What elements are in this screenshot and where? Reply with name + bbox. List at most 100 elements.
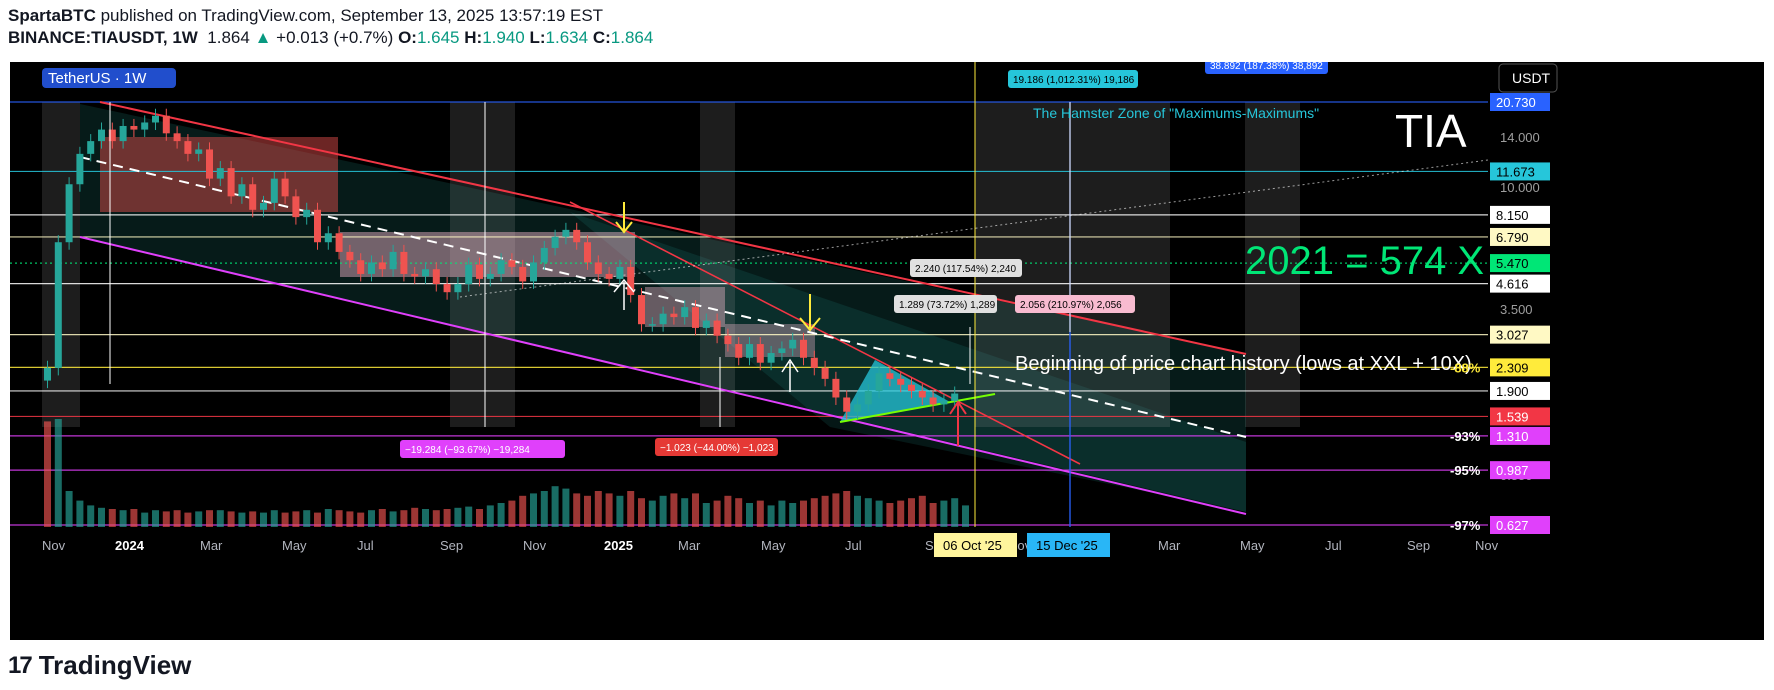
volume-bar <box>249 511 257 527</box>
candle <box>346 251 354 261</box>
price-tag <box>1490 93 1550 111</box>
volume-bar <box>497 503 505 527</box>
candle <box>216 168 224 179</box>
volume-bar <box>573 493 581 527</box>
candle <box>497 260 505 274</box>
candle <box>951 393 959 401</box>
low-label: L: <box>529 28 546 47</box>
candle <box>508 260 516 267</box>
candle <box>627 266 635 296</box>
candle <box>260 202 267 210</box>
candle <box>908 384 915 391</box>
chart-pane[interactable]: TetherUS · 1W USDT TIA The Hamster Zone of … <box>10 62 1764 640</box>
volume-bar <box>886 503 894 527</box>
volume-bar <box>832 493 840 527</box>
volume-bar <box>76 500 84 527</box>
candle <box>227 168 235 197</box>
candle <box>249 184 257 210</box>
measure-label: −1.023 (−44.00%) −1,023 <box>660 443 774 454</box>
yellow-down-arrow-icon <box>615 202 633 234</box>
candle <box>702 320 710 328</box>
volume-bar <box>260 512 267 527</box>
volume-bar <box>735 498 743 527</box>
candle <box>594 262 602 274</box>
candle <box>540 247 548 263</box>
candle <box>778 348 786 354</box>
publish-line: SpartaBTC published on TradingView.com, … <box>8 6 603 26</box>
volume-bar <box>519 495 527 527</box>
candle <box>108 129 116 142</box>
candle <box>432 269 440 285</box>
up-arrow-icon <box>781 358 799 392</box>
candle <box>173 133 181 142</box>
date-marker-box <box>934 533 1017 557</box>
price-tag-label: 11.673 <box>1496 164 1535 179</box>
volume-bar <box>378 509 386 527</box>
x-tick-label: Jul <box>1325 538 1342 553</box>
candle <box>206 149 213 179</box>
y-tick-label: 3.500 <box>1500 302 1533 317</box>
volume-bar <box>692 493 699 527</box>
candle <box>724 335 732 345</box>
volume-bar <box>141 512 149 527</box>
tradingview-brand[interactable]: 17 TradingView <box>8 650 191 681</box>
x-tick-label: Nov <box>523 538 547 553</box>
volume-bar <box>659 495 667 527</box>
volume-bar <box>940 500 948 527</box>
volume-bar <box>108 509 116 527</box>
currency-button <box>1498 63 1558 93</box>
candle <box>486 273 494 279</box>
price-tag-label: 5.470 <box>1496 256 1529 271</box>
descending-trendline <box>569 201 1081 465</box>
volume-bar <box>368 510 375 527</box>
volume-bar <box>594 491 602 527</box>
candle <box>324 233 332 243</box>
measure-label-box <box>1008 70 1138 88</box>
volume-bar <box>422 509 429 527</box>
candle <box>821 367 829 379</box>
x-tick-label: Nov <box>42 538 66 553</box>
volume-bar <box>724 495 732 527</box>
x-tick-label: May <box>1240 538 1265 553</box>
candle <box>87 141 95 154</box>
candle <box>897 378 905 385</box>
volume-bar <box>908 498 915 527</box>
x-tick-label: May <box>282 538 307 553</box>
price-chart[interactable]: TetherUS · 1W USDT TIA The Hamster Zone of … <box>10 62 1764 640</box>
candle <box>281 178 289 197</box>
date-marker-label: 06 Oct '25 <box>943 538 1002 553</box>
candle <box>692 307 699 328</box>
candle <box>400 251 408 274</box>
price-tag <box>1490 162 1550 181</box>
volume-bar <box>897 500 905 527</box>
measure-label-box <box>400 440 565 458</box>
range-zone <box>1245 102 1300 427</box>
volume-bar <box>767 505 775 527</box>
measure-label: 19.186 (1,012.31%) 19,186 <box>1013 75 1135 86</box>
x-tick-label: 2024 <box>115 538 145 553</box>
candle <box>854 404 861 412</box>
measure-label: 1.289 (73.72%) 1,289 <box>899 300 996 311</box>
up-arrow-icon <box>613 278 635 310</box>
volume-bar <box>357 512 365 527</box>
symbol-name: BINANCE:TIAUSDT, 1W <box>8 28 198 47</box>
x-tick-label: Nov <box>1475 538 1499 553</box>
candle <box>130 125 138 130</box>
inner-channel-fill <box>570 212 1246 512</box>
candle <box>864 390 872 405</box>
volume-bar <box>292 511 300 527</box>
candle <box>454 284 462 293</box>
candle <box>76 153 84 185</box>
volume-bar <box>756 500 764 527</box>
volume-bar <box>173 510 181 527</box>
yellow-down-arrow-icon <box>799 294 821 332</box>
volume-bar <box>918 495 926 527</box>
volume-bar <box>713 500 721 527</box>
price-tag-label: 0.987 <box>1496 463 1529 478</box>
volume-bar <box>486 505 494 527</box>
low-value: 1.634 <box>545 28 589 47</box>
candle <box>810 357 818 368</box>
candle <box>562 229 570 237</box>
y-tick-label: 14.000 <box>1500 130 1540 145</box>
candle <box>389 251 397 270</box>
